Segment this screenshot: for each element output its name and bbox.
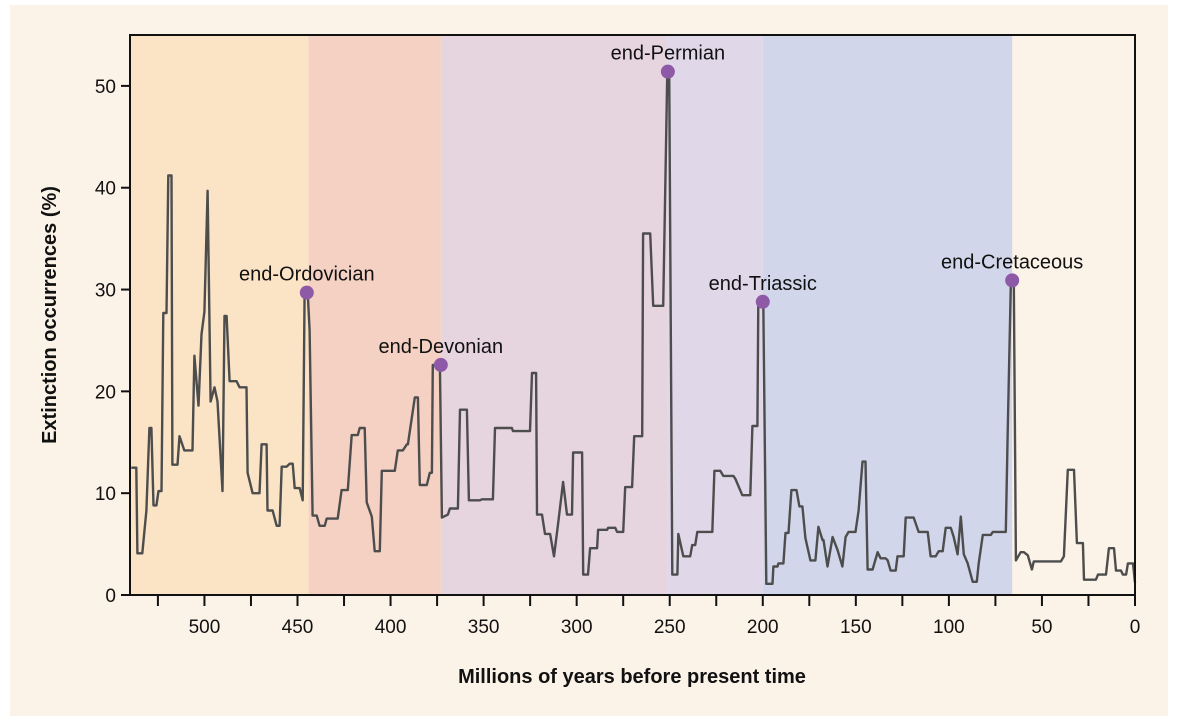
x-tick-label: 0	[1130, 617, 1141, 638]
x-tick-label: 150	[840, 617, 872, 638]
x-tick-label: 50	[1031, 617, 1052, 638]
period-band	[308, 35, 441, 595]
extinction-events: end-Ordovician end-Devonian end-Permian end…	[239, 43, 1083, 372]
period-band	[667, 35, 763, 595]
event-label: end-Permian	[611, 43, 726, 65]
period-band	[130, 35, 309, 595]
event-label: end-Cretaceous	[941, 251, 1083, 273]
x-tick-label: 500	[189, 617, 221, 638]
y-tick-label: 0	[105, 586, 116, 607]
y-tick-label: 10	[95, 484, 116, 505]
x-tick-label: 100	[933, 617, 965, 638]
x-tick-label: 250	[654, 617, 686, 638]
extinction-series-line	[131, 70, 1137, 585]
x-tick-label: 400	[375, 617, 407, 638]
event-label: end-Devonian	[379, 336, 504, 358]
y-tick-label: 40	[95, 179, 116, 200]
y-axis-title: Extinction occurrences (%)	[39, 186, 61, 444]
period-band	[762, 35, 1013, 595]
period-band	[440, 35, 668, 595]
event-label: end-Triassic	[709, 273, 817, 295]
series-layer	[131, 70, 1137, 585]
event-marker	[1005, 273, 1020, 288]
y-tick-label: 20	[95, 382, 116, 403]
y-tick-label: 30	[95, 281, 116, 302]
event-marker	[433, 357, 448, 372]
x-tick-label: 350	[468, 617, 500, 638]
x-tick-label: 200	[747, 617, 779, 638]
x-axis-title: Millions of years before present time	[458, 666, 806, 688]
event-marker	[660, 64, 675, 79]
event-label: end-Ordovician	[239, 264, 375, 286]
x-tick-label: 300	[561, 617, 593, 638]
event-marker	[299, 285, 314, 300]
y-tick-label: 50	[95, 77, 116, 98]
x-tick-label: 450	[282, 617, 314, 638]
period-bands	[130, 35, 1013, 595]
event-marker	[755, 294, 770, 309]
plot-frame	[129, 34, 1136, 596]
